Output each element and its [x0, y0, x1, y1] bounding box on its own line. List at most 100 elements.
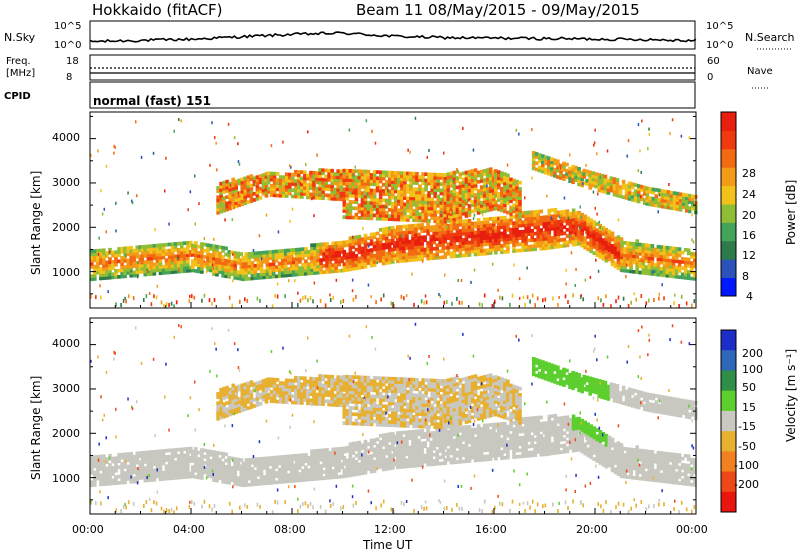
velocity-cell	[435, 458, 439, 463]
power-cell	[435, 252, 439, 257]
velocity-cell	[189, 449, 193, 454]
power-cell	[297, 170, 301, 174]
power-cell	[630, 185, 635, 190]
power-cell	[452, 223, 457, 228]
power-cell	[559, 176, 563, 180]
power-cell	[261, 182, 266, 187]
velocity-cell	[414, 463, 418, 468]
power-cell	[638, 252, 642, 256]
power-cell	[191, 249, 195, 254]
power-cell	[135, 245, 140, 250]
power-cell	[604, 243, 609, 247]
power-cell	[574, 178, 578, 182]
power-cell	[488, 183, 493, 187]
power-cell	[387, 201, 392, 206]
power-cell	[391, 241, 395, 246]
power-cell	[439, 204, 444, 208]
power-cell	[643, 185, 647, 190]
power-cell	[408, 258, 412, 262]
power-cell	[562, 164, 566, 169]
power-cell	[485, 236, 490, 240]
power-cell	[433, 191, 437, 196]
power-cell	[449, 193, 454, 197]
power-cell	[417, 235, 421, 240]
power-cell	[533, 213, 537, 217]
velocity-cell	[340, 462, 345, 466]
power-cell	[391, 253, 395, 258]
power-cell	[231, 199, 235, 204]
power-cell	[297, 188, 301, 193]
power-cell	[596, 212, 598, 216]
power-cell	[473, 252, 478, 257]
power-cell	[449, 177, 454, 182]
power-cell	[485, 208, 490, 213]
power-cell	[503, 197, 507, 201]
power-cell	[375, 201, 380, 205]
velocity-cell	[93, 455, 97, 459]
power-cell	[565, 268, 567, 272]
velocity-cell	[443, 433, 448, 437]
power-cell	[683, 266, 688, 271]
power-cell	[342, 193, 347, 198]
power-cell	[518, 199, 522, 204]
power-cell	[138, 245, 143, 249]
power-cell	[322, 242, 326, 247]
power-cell	[678, 201, 683, 206]
power-cell	[417, 238, 421, 243]
power-cell	[506, 246, 510, 251]
power-cell	[315, 171, 319, 175]
power-cell	[635, 297, 637, 302]
power-cell	[384, 261, 389, 265]
velocity-cell	[274, 480, 279, 485]
power-cell	[417, 232, 421, 237]
power-cell	[568, 224, 573, 229]
velocity-cell	[446, 451, 451, 456]
velocity-cell	[342, 446, 347, 451]
velocity-cell	[102, 460, 106, 465]
power-cell	[394, 183, 398, 188]
power-cell	[167, 258, 172, 262]
power-cell	[665, 261, 670, 266]
power-cell	[130, 269, 132, 273]
power-cell	[270, 144, 273, 148]
power-cell	[423, 300, 425, 305]
power-cell	[363, 203, 368, 208]
power-cell	[339, 194, 344, 198]
power-cell	[369, 210, 374, 214]
power-cell	[231, 186, 235, 191]
power-cell	[378, 195, 383, 199]
power-cell	[595, 243, 600, 248]
velocity-cell	[345, 474, 350, 478]
power-cell	[470, 203, 475, 207]
power-cell	[136, 275, 139, 279]
power-cell	[620, 268, 624, 273]
power-cell	[464, 244, 469, 248]
power-cell	[384, 251, 389, 256]
power-cell	[627, 193, 632, 198]
velocity-cell	[206, 458, 210, 463]
velocity-cell	[420, 435, 424, 439]
power-cell	[530, 210, 534, 215]
power-cell	[458, 215, 463, 220]
power-cell	[138, 266, 143, 271]
velocity-cell	[310, 449, 314, 454]
power-cell	[681, 199, 686, 203]
power-cell	[479, 191, 484, 196]
power-cell	[189, 243, 193, 248]
power-cell	[294, 185, 298, 190]
power-cell	[310, 265, 314, 269]
power-cell	[656, 263, 661, 268]
power-cell	[662, 245, 667, 250]
power-cell	[316, 264, 320, 269]
power-cell	[476, 198, 481, 203]
power-cell	[452, 211, 457, 215]
power-cell	[337, 250, 341, 255]
velocity-cell	[429, 459, 433, 464]
power-cell	[494, 247, 498, 252]
power-cell	[412, 212, 416, 216]
power-cell	[427, 209, 431, 214]
power-cell	[415, 175, 419, 179]
power-cell	[289, 192, 292, 196]
power-cell	[348, 190, 353, 195]
power-cell	[324, 303, 327, 308]
